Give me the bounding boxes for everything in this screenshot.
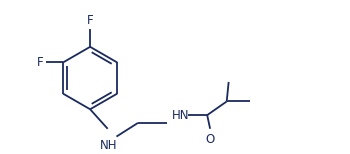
- Text: F: F: [87, 14, 93, 27]
- Text: HN: HN: [172, 109, 190, 122]
- Text: O: O: [205, 133, 215, 146]
- Text: NH: NH: [100, 139, 117, 152]
- Text: F: F: [37, 56, 44, 69]
